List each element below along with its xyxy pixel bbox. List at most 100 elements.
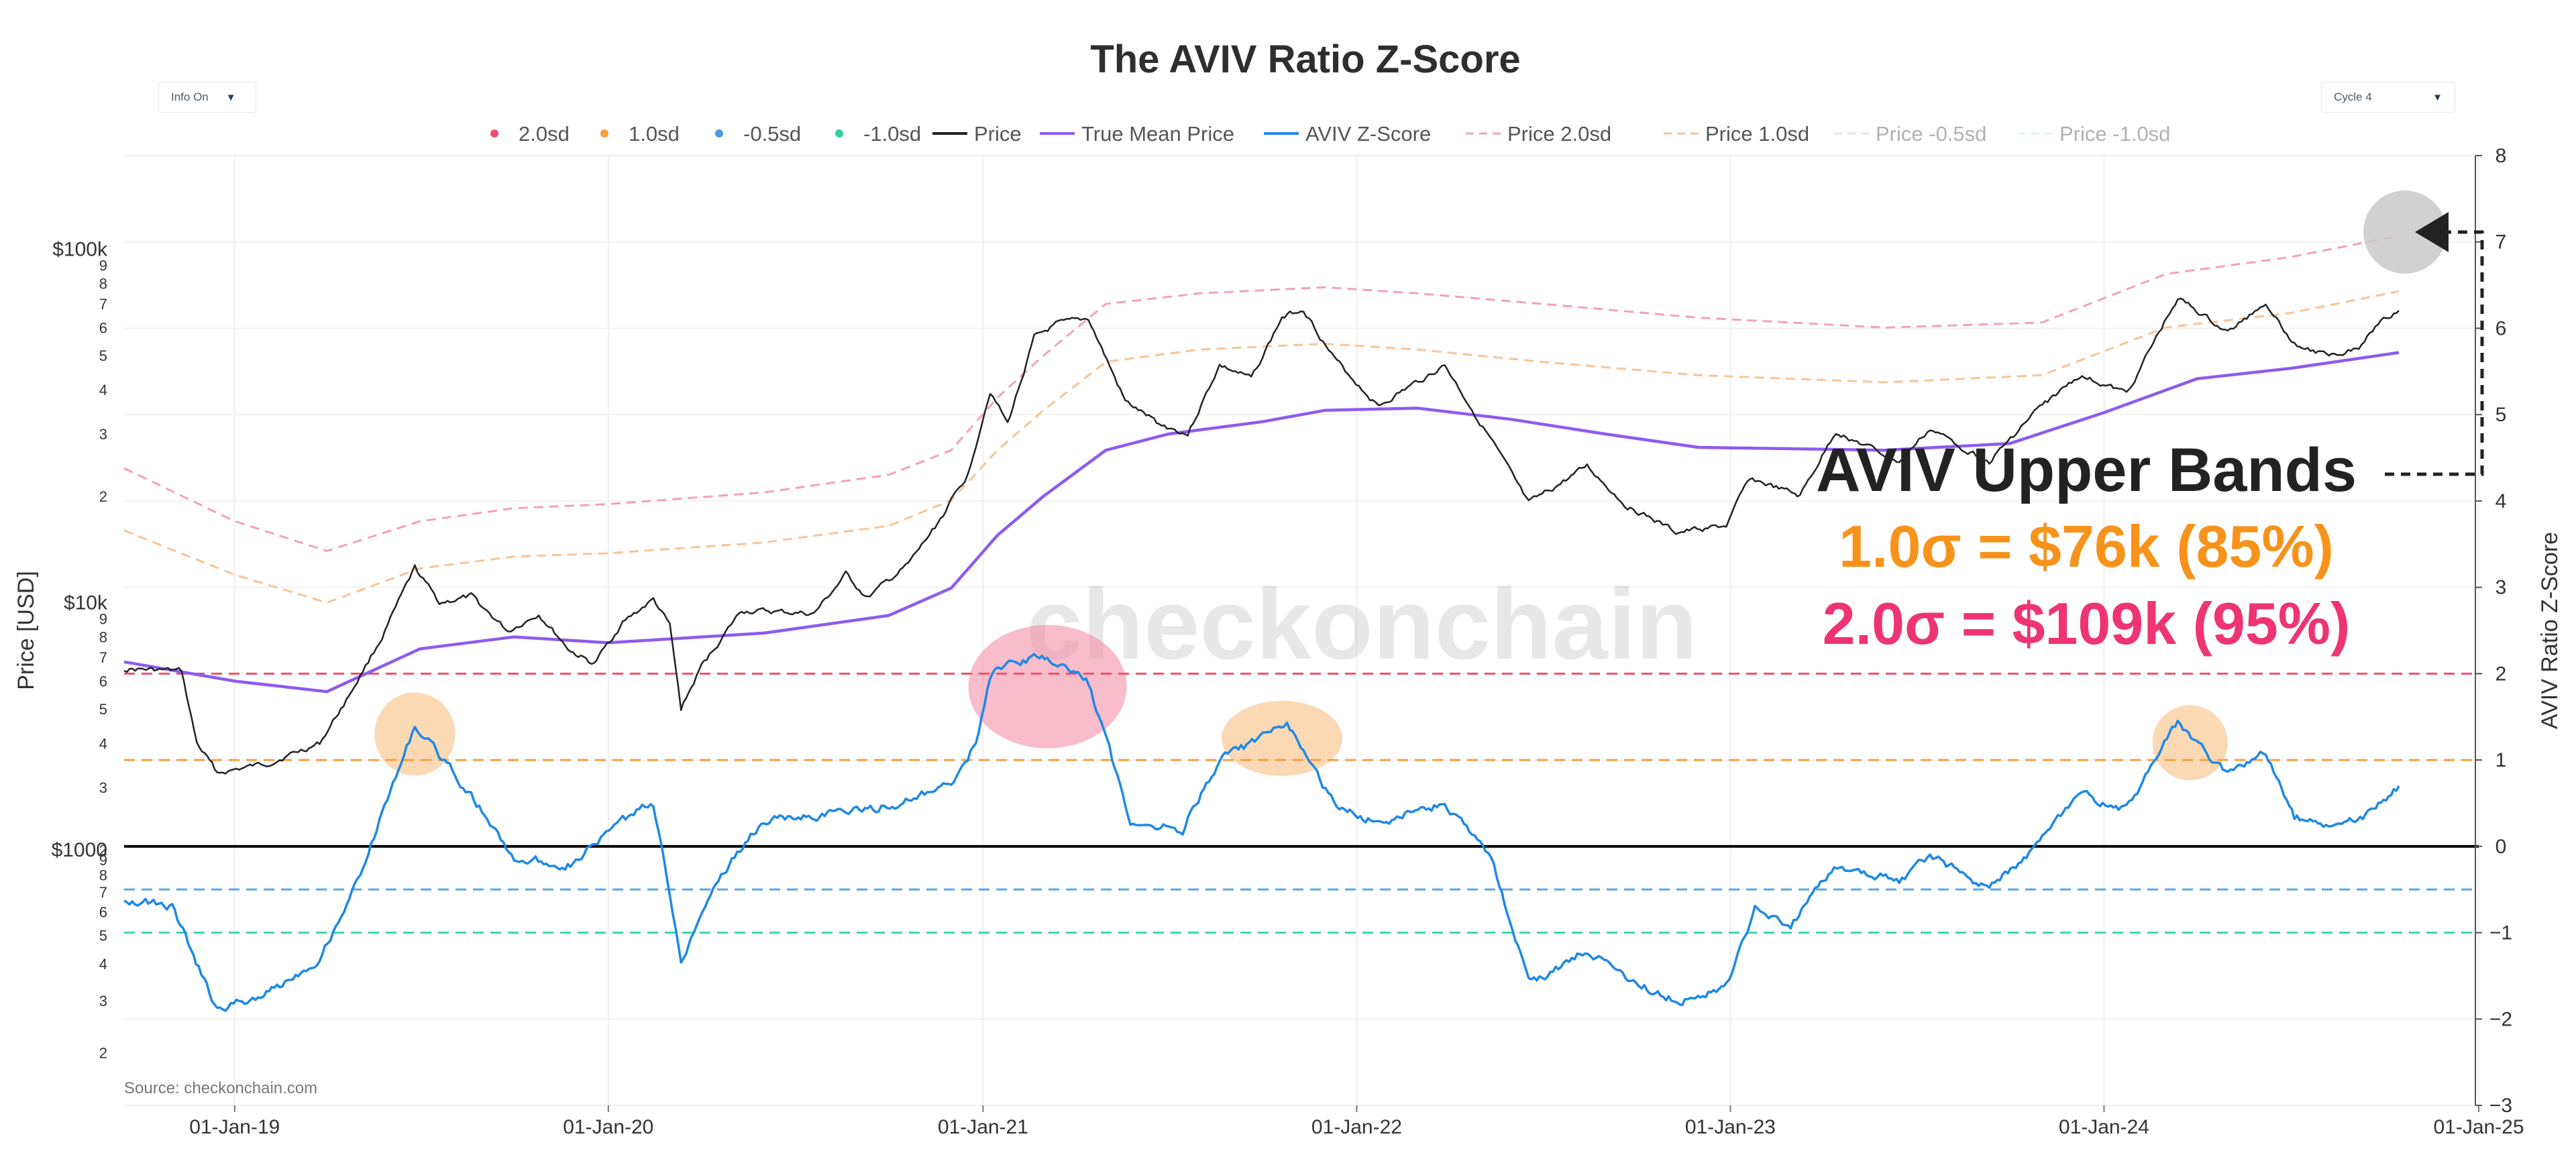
series-true-mean-price	[123, 351, 2400, 694]
highlight-ellipse	[1222, 700, 1343, 776]
y-left-lower-tick-label: 7	[99, 884, 107, 901]
y-right-tick-label: −3	[2489, 1095, 2512, 1117]
info-dropdown-label: Info On	[171, 91, 209, 103]
y-right-tick-label: 2	[2496, 663, 2507, 685]
chevron-down-icon: ▼	[225, 91, 236, 103]
watermark: checkonchain	[1026, 567, 1697, 680]
legend-label: 2.0sd	[519, 122, 570, 146]
legend-label: -0.5sd	[743, 122, 801, 146]
target-circle	[2363, 190, 2447, 274]
legend-label: Price -0.5sd	[1876, 122, 1986, 146]
x-tick-label: 01-Jan-25	[2433, 1116, 2524, 1138]
highlight-ellipse	[2152, 705, 2228, 781]
reference-lines	[124, 672, 2479, 934]
annotation-2sd: 2.0σ = $109k (95%)	[1823, 590, 2351, 657]
y-left-lower-tick-label: 2	[99, 1044, 107, 1061]
y-left-tick-label: 7	[99, 649, 107, 666]
y-left-lower-tick-label: 8	[99, 867, 107, 884]
legend-label: Price 2.0sd	[1507, 122, 1611, 146]
y-left-tick-label: 2	[99, 488, 107, 505]
legend-marker	[490, 129, 498, 137]
y-left-tick-label: 5	[99, 701, 107, 718]
y-left-lower-tick-label: 5	[99, 927, 107, 944]
legend-label: -1.0sd	[863, 122, 921, 146]
y-axis-left-label: Price [USD]	[13, 571, 39, 690]
y-right-tick-label: 1	[2496, 749, 2507, 771]
y-left-tick-label: 5	[99, 347, 107, 364]
arrow-icon	[2415, 212, 2449, 252]
y-left-tick-label: 8	[99, 276, 107, 292]
y-right-tick-label: −2	[2489, 1008, 2512, 1030]
legend-item-2-0sd: 2.0sd	[490, 122, 570, 146]
x-tick-label: 01-Jan-19	[189, 1116, 280, 1138]
y-left-lower-tick-label: 6	[99, 904, 107, 921]
legend-label: 1.0sd	[629, 122, 680, 146]
y-left-tick-label: 9	[99, 258, 107, 274]
legend-label: True Mean Price	[1081, 122, 1234, 146]
y-right-tick-label: 7	[2496, 231, 2507, 254]
legend-item-true-mean-price: True Mean Price	[1040, 122, 1234, 146]
y-left-tick-label: 6	[99, 673, 107, 690]
legend: 2.0sd 1.0sd -0.5sd -1.0sd Price True Mean Pri…	[490, 122, 2170, 146]
legend-item-aviv-z-score: AVIV Z-Score	[1264, 122, 1431, 146]
source-label: Source: checkonchain.com	[124, 1079, 317, 1097]
legend-item-price: Price	[932, 122, 1022, 146]
legend-item-1-0sd: 1.0sd	[600, 122, 680, 146]
y-left-tick-label: 3	[99, 426, 107, 443]
y-right-tick-label: 5	[2496, 404, 2507, 426]
legend-marker	[835, 129, 843, 137]
x-tick-label: 01-Jan-23	[1685, 1116, 1776, 1138]
y-left-tick-label: 6	[99, 319, 107, 336]
y-left-tick-label: 7	[99, 296, 107, 313]
y-right-tick-label: 3	[2496, 577, 2507, 599]
series-price-2sd	[123, 235, 2400, 553]
legend-item-price-0-5sd: Price -0.5sd	[1834, 122, 1986, 146]
legend-item-price-2-0sd: Price 2.0sd	[1466, 122, 1611, 146]
chart-title: The AVIV Ratio Z-Score	[1090, 38, 1520, 81]
y-right-tick-label: 0	[2496, 836, 2507, 858]
y-left-tick-label: $10k	[64, 592, 108, 614]
y-left-lower-tick-label: $1000	[52, 839, 107, 861]
series	[123, 235, 2400, 1012]
y-left-lower-tick-label: 4	[99, 956, 107, 973]
legend-label: Price 1.0sd	[1705, 122, 1809, 146]
y-left-tick-label: 4	[99, 382, 107, 398]
cycle-dropdown[interactable]: Cycle 4 ▼	[2321, 82, 2455, 113]
annotation-1sd: 1.0σ = $76k (85%)	[1839, 513, 2334, 580]
annotation-callout	[2363, 190, 2484, 476]
y-left-tick-label: 9	[99, 611, 107, 628]
x-tick-label: 01-Jan-20	[563, 1116, 653, 1138]
x-tick-label: 01-Jan-24	[2059, 1116, 2149, 1138]
info-dropdown[interactable]: Info On ▼	[158, 82, 256, 113]
y-left-tick-label: 4	[99, 735, 107, 752]
series-price	[123, 297, 2400, 775]
x-tick-label: 01-Jan-21	[938, 1116, 1028, 1138]
y-right-tick-label: 6	[2496, 317, 2507, 339]
annotation-heading: AVIV Upper Bands	[1816, 436, 2357, 504]
legend-item-price-1-0sd: Price 1.0sd	[1664, 122, 1809, 146]
legend-item-price-1-0sd: Price -1.0sd	[2018, 122, 2170, 146]
y-left-tick-label: 2	[99, 842, 107, 859]
y-left-tick-label: 8	[99, 629, 107, 646]
x-tick-label: 01-Jan-22	[1311, 1116, 1402, 1138]
legend-label: Price	[974, 122, 1022, 146]
axes: 876543210−1−2−323456789$10k23456789$100k…	[52, 145, 2524, 1138]
y-right-tick-label: −1	[2489, 922, 2512, 944]
y-left-tick-label: 3	[99, 779, 107, 796]
legend-item--1-0sd: -1.0sd	[835, 122, 921, 146]
y-right-tick-label: 8	[2496, 145, 2507, 167]
chevron-down-icon: ▼	[2432, 91, 2443, 103]
highlights	[374, 624, 2228, 781]
legend-marker	[600, 129, 608, 137]
legend-item--0-5sd: -0.5sd	[715, 122, 801, 146]
y-axis-right-label: AVIV Ratio Z-Score	[2537, 532, 2563, 729]
series-aviv-zscore	[123, 653, 2400, 1012]
y-left-lower-tick-label: 9	[99, 852, 107, 869]
highlight-ellipse	[374, 692, 455, 776]
legend-label: Price -1.0sd	[2059, 122, 2170, 146]
legend-label: AVIV Z-Score	[1305, 122, 1431, 146]
y-right-tick-label: 4	[2496, 490, 2507, 512]
legend-marker	[715, 129, 723, 137]
